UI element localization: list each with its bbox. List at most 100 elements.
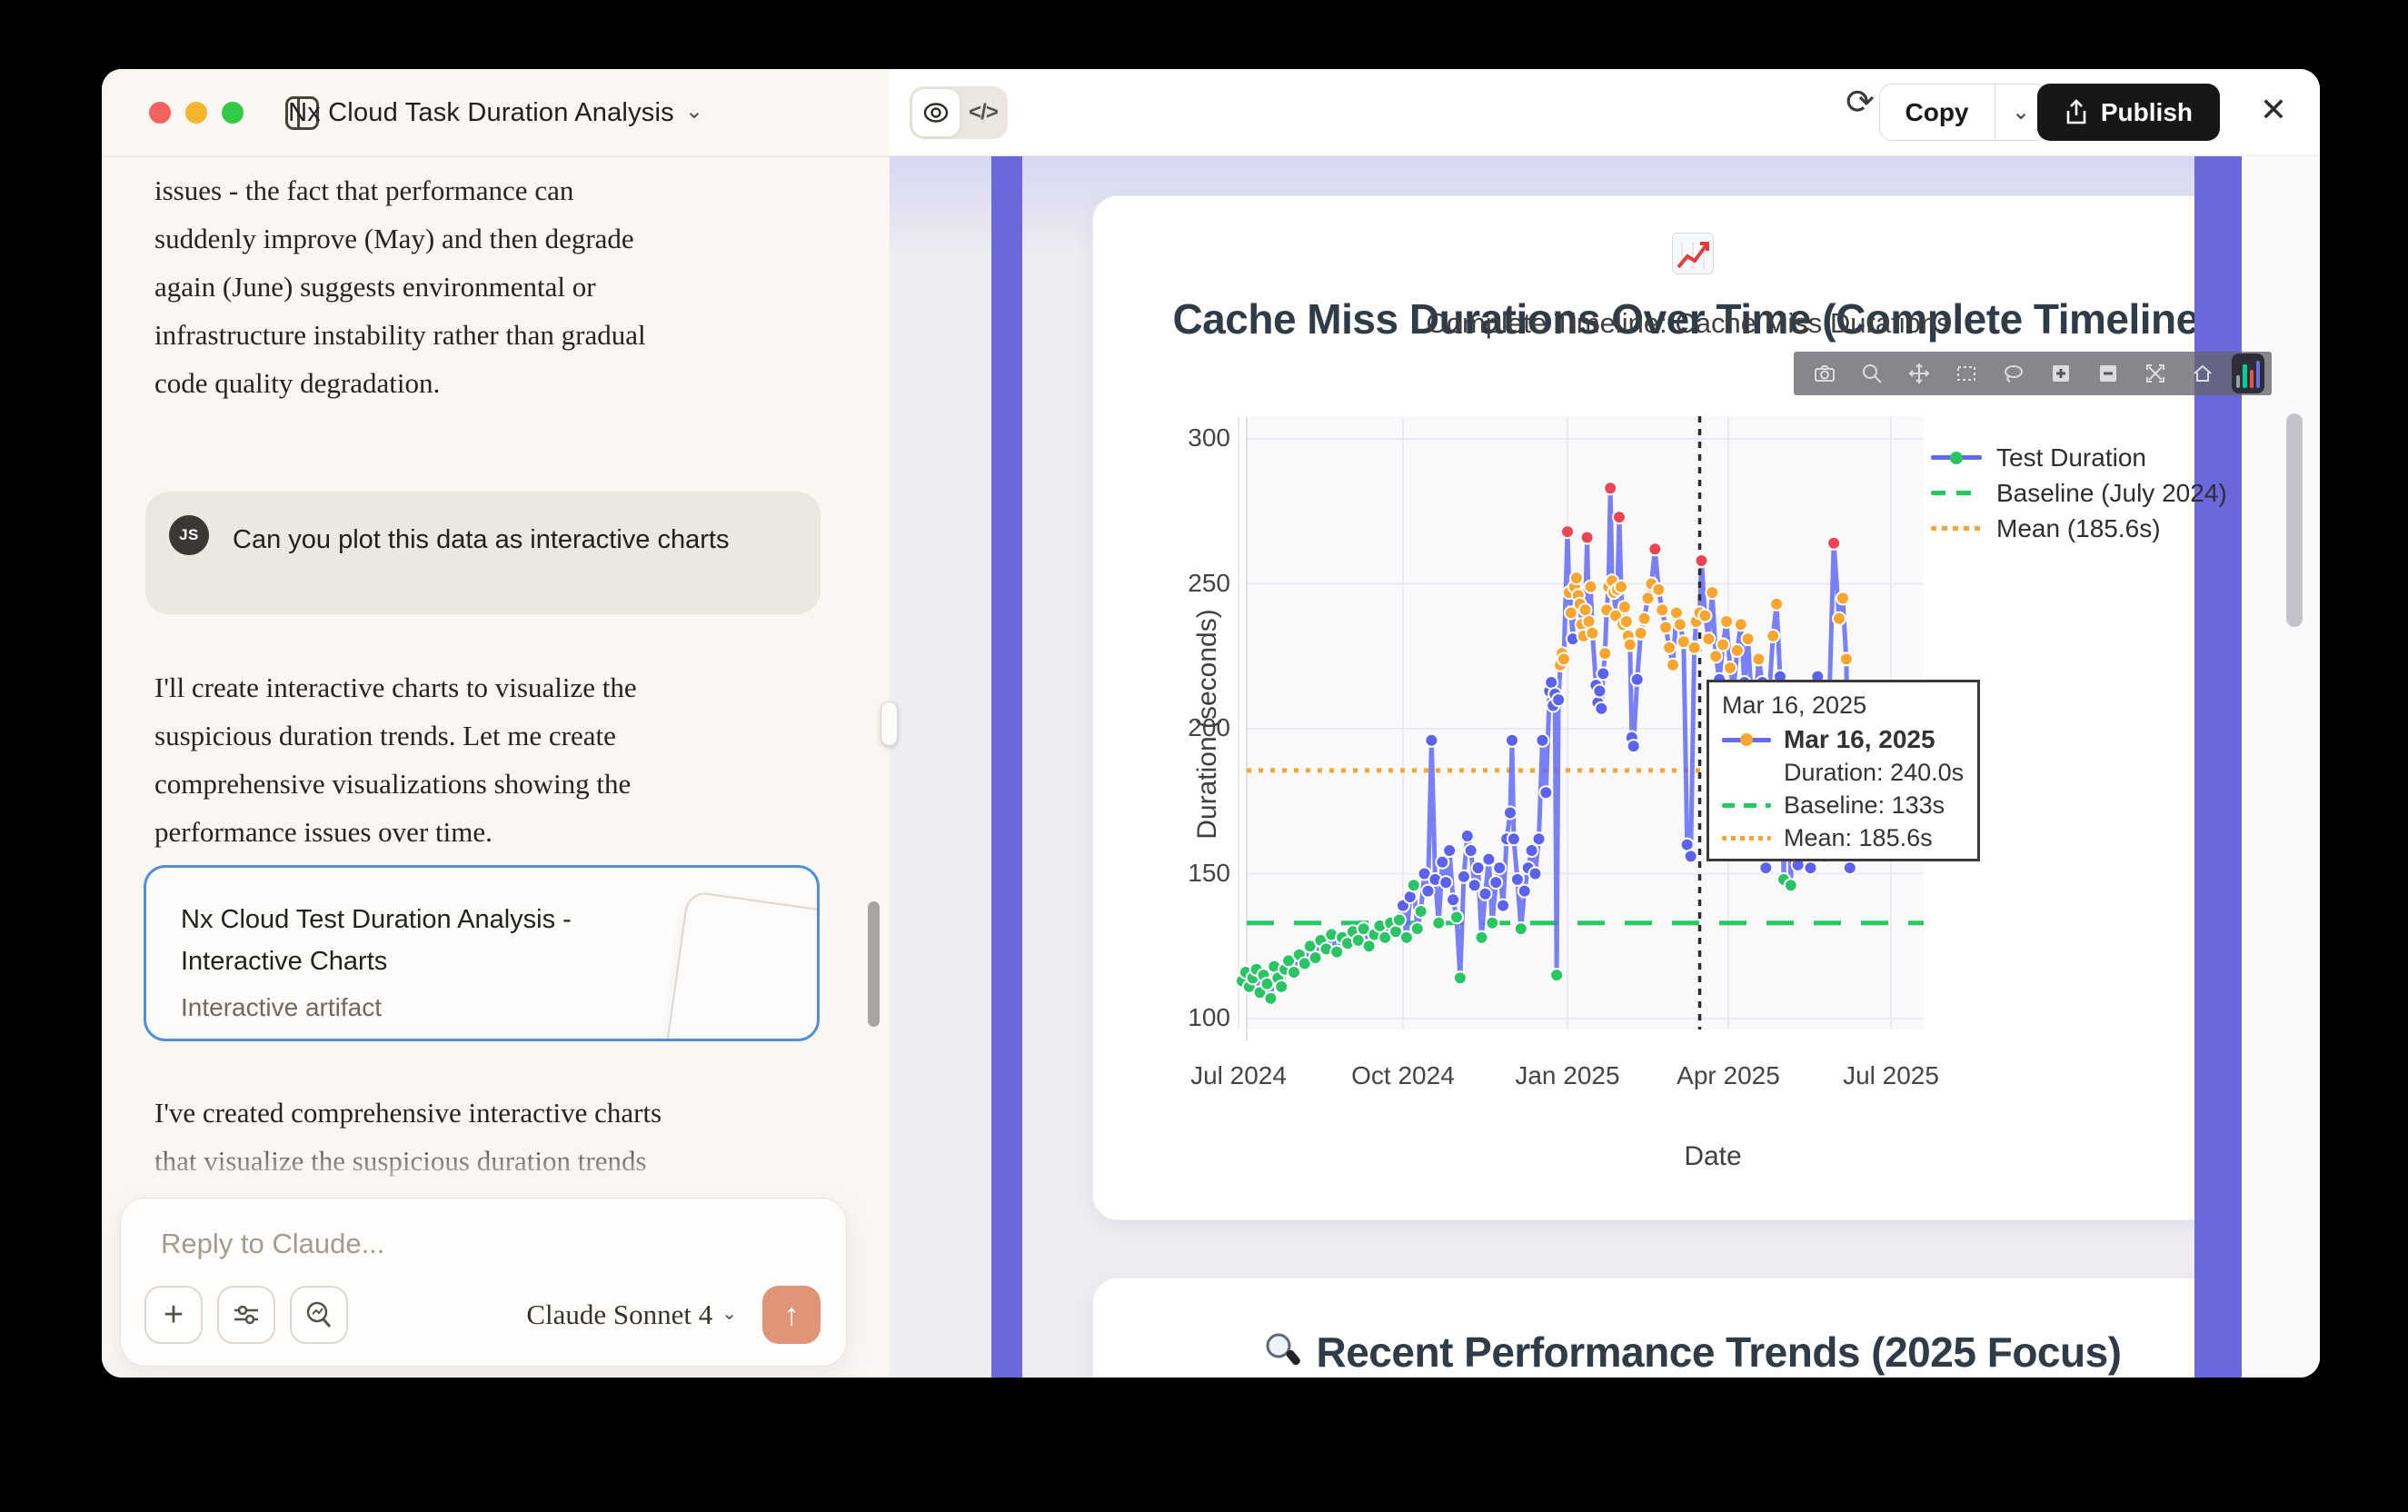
data-point[interactable] bbox=[1524, 843, 1539, 858]
lasso-icon[interactable] bbox=[1990, 355, 2037, 392]
data-point[interactable] bbox=[1612, 510, 1627, 525]
data-point[interactable] bbox=[1662, 640, 1677, 655]
data-point[interactable] bbox=[1626, 739, 1641, 754]
data-point[interactable] bbox=[1503, 805, 1517, 821]
chart-legend[interactable]: Test Duration Baseline (July 2024) Mean … bbox=[1931, 440, 2227, 546]
data-point[interactable] bbox=[1803, 860, 1818, 876]
data-point[interactable] bbox=[1424, 732, 1439, 748]
legend-item-baseline[interactable]: Baseline (July 2024) bbox=[1931, 475, 2227, 511]
data-point[interactable] bbox=[1420, 883, 1436, 899]
chevron-down-icon[interactable]: ⌄ bbox=[2011, 100, 2031, 124]
data-point[interactable] bbox=[1560, 524, 1575, 540]
data-point[interactable] bbox=[1733, 617, 1748, 632]
data-point[interactable] bbox=[1666, 657, 1680, 672]
data-point[interactable] bbox=[1751, 652, 1766, 667]
data-point[interactable] bbox=[1308, 950, 1323, 965]
data-point[interactable] bbox=[1697, 608, 1713, 623]
legend-item-test-duration[interactable]: Test Duration bbox=[1931, 440, 2227, 475]
attach-button[interactable]: + bbox=[144, 1286, 203, 1344]
data-point[interactable] bbox=[1583, 579, 1598, 594]
data-point[interactable] bbox=[1442, 843, 1458, 858]
data-point[interactable] bbox=[1694, 553, 1709, 568]
autoscale-icon[interactable] bbox=[2132, 355, 2179, 392]
data-point[interactable] bbox=[1647, 542, 1663, 557]
data-point[interactable] bbox=[1274, 979, 1289, 994]
data-point[interactable] bbox=[1446, 892, 1461, 908]
data-point[interactable] bbox=[1563, 605, 1578, 621]
data-point[interactable] bbox=[1535, 732, 1550, 748]
data-point[interactable] bbox=[1452, 970, 1468, 986]
chevron-down-icon[interactable]: ⌄ bbox=[684, 99, 703, 124]
send-button[interactable]: ↑ bbox=[762, 1286, 821, 1344]
data-point[interactable] bbox=[1263, 990, 1279, 1006]
data-point[interactable] bbox=[1637, 611, 1652, 626]
data-point[interactable] bbox=[1826, 535, 1842, 551]
camera-icon[interactable] bbox=[1801, 355, 1848, 392]
close-artifact-button[interactable]: ✕ bbox=[2259, 91, 2287, 128]
data-point[interactable] bbox=[1729, 642, 1745, 658]
zoom-in-icon[interactable] bbox=[2037, 355, 2085, 392]
data-point[interactable] bbox=[1683, 849, 1698, 864]
data-point[interactable] bbox=[1622, 637, 1637, 652]
data-point[interactable] bbox=[1614, 579, 1628, 594]
zoom-out-icon[interactable] bbox=[2085, 355, 2132, 392]
data-point[interactable] bbox=[1517, 883, 1532, 899]
data-point[interactable] bbox=[1488, 875, 1504, 890]
data-point[interactable] bbox=[1413, 904, 1428, 919]
data-point[interactable] bbox=[1481, 851, 1497, 867]
data-point[interactable] bbox=[1723, 661, 1737, 675]
data-point[interactable] bbox=[1557, 652, 1571, 667]
data-point[interactable] bbox=[1449, 910, 1464, 925]
data-point[interactable] bbox=[1701, 632, 1716, 647]
panel-resize-handle[interactable] bbox=[881, 701, 898, 746]
data-point[interactable] bbox=[1835, 591, 1850, 606]
data-point[interactable] bbox=[1740, 632, 1756, 647]
data-point[interactable] bbox=[1406, 878, 1421, 893]
data-point[interactable] bbox=[1592, 683, 1607, 699]
data-point[interactable] bbox=[1842, 860, 1857, 876]
publish-button[interactable]: Publish bbox=[2036, 84, 2220, 141]
code-toggle-button[interactable]: </> bbox=[969, 100, 999, 124]
zoom-window-button[interactable] bbox=[222, 102, 244, 124]
data-point[interactable] bbox=[1398, 930, 1414, 945]
data-point[interactable] bbox=[1392, 912, 1407, 928]
research-button[interactable] bbox=[290, 1286, 348, 1344]
data-point[interactable] bbox=[1409, 921, 1425, 937]
data-point[interactable] bbox=[1531, 831, 1547, 847]
data-point[interactable] bbox=[1505, 732, 1519, 748]
reset-home-icon[interactable] bbox=[2179, 355, 2226, 392]
data-point[interactable] bbox=[1474, 930, 1489, 945]
copy-split-button[interactable]: Copy ⌄ bbox=[1878, 84, 2047, 141]
data-point[interactable] bbox=[1509, 871, 1525, 887]
data-point[interactable] bbox=[1302, 939, 1318, 954]
copy-button-label[interactable]: Copy bbox=[1905, 97, 1969, 126]
data-point[interactable] bbox=[1629, 671, 1645, 687]
data-point[interactable] bbox=[1463, 843, 1478, 858]
data-point[interactable] bbox=[1527, 866, 1543, 881]
tools-button[interactable] bbox=[217, 1286, 275, 1344]
data-point[interactable] bbox=[1470, 860, 1486, 876]
data-point[interactable] bbox=[1617, 600, 1632, 614]
data-point[interactable] bbox=[1551, 692, 1567, 708]
data-point[interactable] bbox=[1585, 625, 1600, 641]
data-point[interactable] bbox=[1640, 591, 1656, 606]
data-point[interactable] bbox=[1506, 831, 1521, 847]
data-point[interactable] bbox=[1492, 860, 1507, 876]
artifact-preview-card[interactable]: Nx Cloud Test Duration Analysis - Intera… bbox=[144, 865, 820, 1041]
data-point[interactable] bbox=[1618, 614, 1634, 629]
data-point[interactable] bbox=[1783, 878, 1798, 893]
minimize-window-button[interactable] bbox=[185, 102, 207, 124]
data-point[interactable] bbox=[1603, 481, 1618, 496]
data-point[interactable] bbox=[1651, 582, 1667, 597]
model-selector[interactable]: Claude Sonnet 4 ⌄ bbox=[526, 1286, 737, 1344]
data-point[interactable] bbox=[1417, 866, 1432, 881]
data-point[interactable] bbox=[1597, 646, 1613, 662]
data-point[interactable] bbox=[1633, 625, 1648, 641]
data-point[interactable] bbox=[1672, 617, 1687, 632]
sidebar-toggle-icon[interactable] bbox=[285, 96, 319, 130]
data-point[interactable] bbox=[1594, 701, 1609, 716]
chat-scrollbar[interactable] bbox=[868, 901, 880, 1027]
data-point[interactable] bbox=[1766, 628, 1781, 643]
data-point[interactable] bbox=[1568, 571, 1584, 586]
data-point[interactable] bbox=[1329, 944, 1345, 960]
